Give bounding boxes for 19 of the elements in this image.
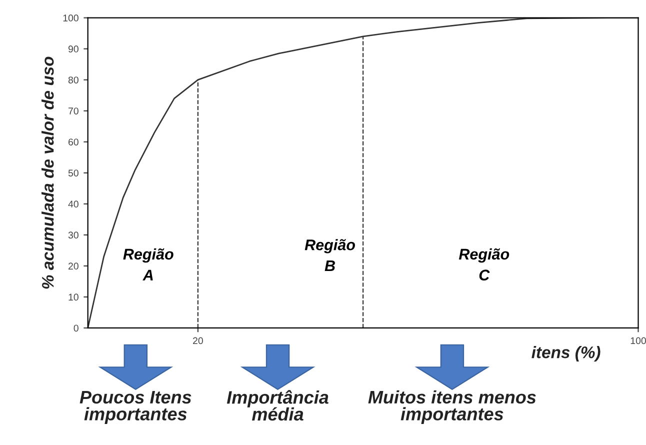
y-tick-label: 0 [74,324,78,332]
y-tick-label: 100 [63,14,78,22]
annotation: Região B [304,239,356,272]
y-tick-label: 20 [68,262,78,270]
y-tick-label: 10 [68,294,78,301]
y-tick-label: 30 [68,232,78,239]
y-tick-label: 70 [68,108,78,114]
annotation: Região A [123,248,174,280]
y-tick-label: 40 [68,200,78,208]
text: Importância média [226,390,328,421]
y-tick-label: 90 [68,46,78,52]
annotation: Região C [458,248,510,280]
text: Muitos itens menos importantes [368,390,536,424]
y-axis-title: % acumulada de valor de uso [42,56,54,289]
text: Poucos Itens importantes [80,391,192,424]
x-axis-title: itens (%) [532,346,600,362]
y-tick-label: 50 [68,170,78,176]
y-tick-label: 80 [68,76,78,84]
y-tick-label: 60 [68,138,78,146]
